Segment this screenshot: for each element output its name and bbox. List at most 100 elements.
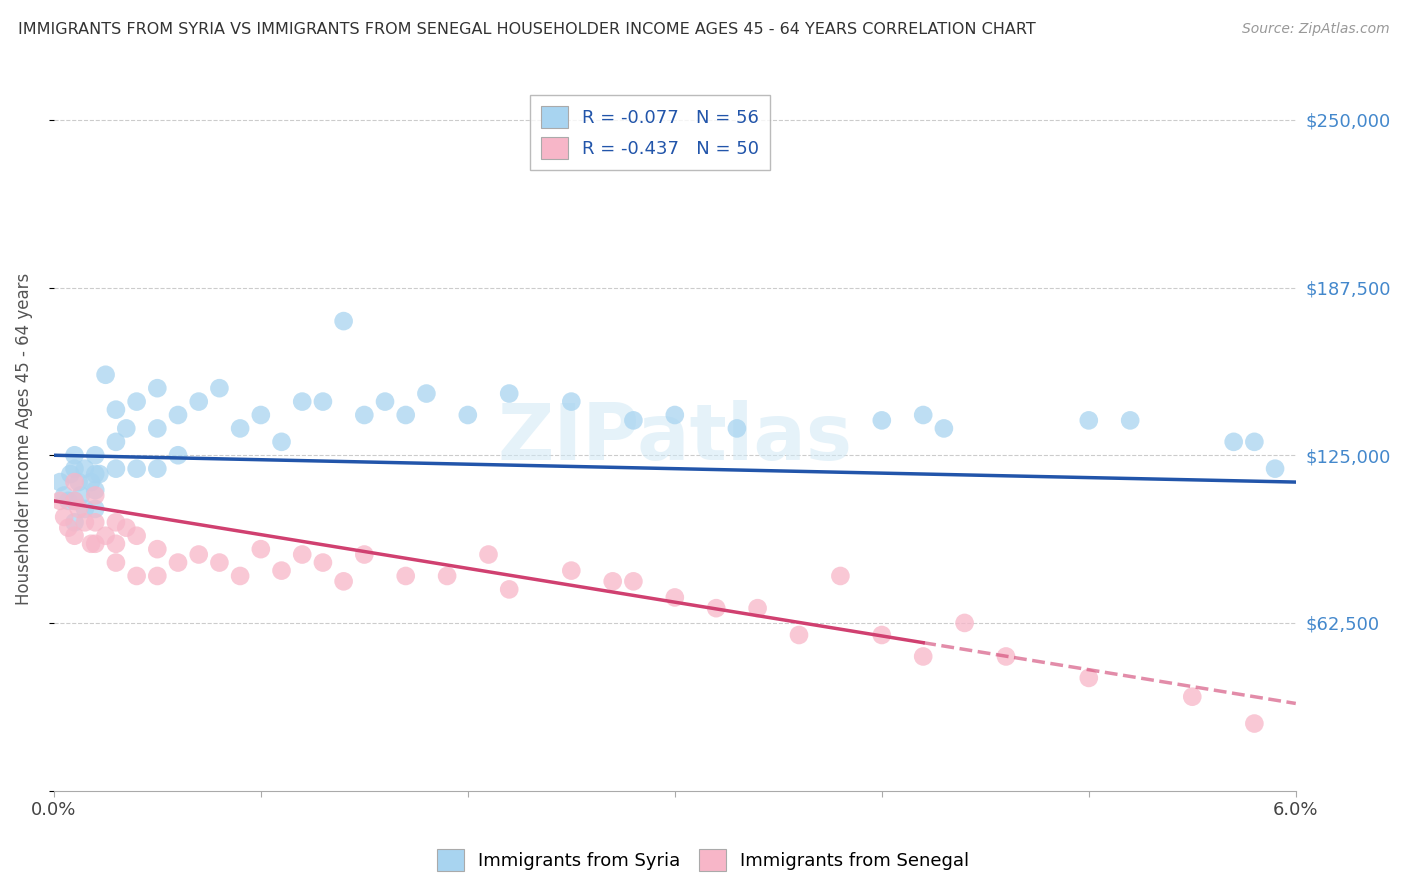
Point — [704, 601, 727, 615]
Point — [67, 502, 90, 516]
Point — [912, 649, 935, 664]
Point — [115, 421, 138, 435]
Point — [104, 461, 127, 475]
Point — [229, 421, 252, 435]
Point — [870, 628, 893, 642]
Point — [1077, 413, 1099, 427]
Point — [912, 408, 935, 422]
Point — [787, 628, 810, 642]
Point — [208, 381, 231, 395]
Point — [664, 408, 686, 422]
Point — [84, 488, 107, 502]
Point — [498, 386, 520, 401]
Point — [270, 434, 292, 449]
Point — [73, 516, 96, 530]
Point — [58, 521, 80, 535]
Point — [415, 386, 437, 401]
Point — [250, 408, 273, 422]
Point — [994, 649, 1017, 664]
Point — [1119, 413, 1142, 427]
Point — [63, 475, 86, 489]
Point — [1181, 690, 1204, 704]
Point — [80, 537, 103, 551]
Point — [830, 569, 852, 583]
Point — [67, 475, 90, 489]
Point — [725, 421, 748, 435]
Text: ZIPatlas: ZIPatlas — [498, 401, 852, 476]
Point — [63, 461, 86, 475]
Point — [353, 548, 375, 562]
Point — [94, 368, 117, 382]
Point — [63, 493, 86, 508]
Point — [270, 564, 292, 578]
Point — [953, 615, 976, 630]
Point — [291, 394, 314, 409]
Point — [312, 394, 335, 409]
Point — [208, 556, 231, 570]
Legend: R = -0.077   N = 56, R = -0.437   N = 50: R = -0.077 N = 56, R = -0.437 N = 50 — [530, 95, 770, 170]
Y-axis label: Householder Income Ages 45 - 64 years: Householder Income Ages 45 - 64 years — [15, 272, 32, 605]
Point — [477, 548, 499, 562]
Point — [84, 483, 107, 497]
Point — [104, 516, 127, 530]
Point — [73, 461, 96, 475]
Point — [932, 421, 955, 435]
Text: Source: ZipAtlas.com: Source: ZipAtlas.com — [1241, 22, 1389, 37]
Point — [84, 537, 107, 551]
Point — [560, 564, 582, 578]
Point — [84, 502, 107, 516]
Point — [58, 493, 80, 508]
Point — [395, 408, 418, 422]
Point — [229, 569, 252, 583]
Point — [1243, 716, 1265, 731]
Point — [664, 591, 686, 605]
Point — [146, 542, 169, 557]
Point — [80, 475, 103, 489]
Point — [69, 488, 91, 502]
Point — [167, 448, 190, 462]
Point — [94, 529, 117, 543]
Point — [291, 548, 314, 562]
Point — [167, 408, 190, 422]
Point — [63, 516, 86, 530]
Point — [73, 502, 96, 516]
Point — [104, 402, 127, 417]
Point — [374, 394, 396, 409]
Point — [167, 556, 190, 570]
Point — [146, 461, 169, 475]
Point — [187, 548, 209, 562]
Point — [125, 569, 148, 583]
Point — [53, 488, 76, 502]
Point — [1077, 671, 1099, 685]
Point — [353, 408, 375, 422]
Point — [1243, 434, 1265, 449]
Point — [125, 529, 148, 543]
Point — [395, 569, 418, 583]
Point — [870, 413, 893, 427]
Point — [146, 381, 169, 395]
Point — [623, 574, 645, 589]
Point — [115, 521, 138, 535]
Text: IMMIGRANTS FROM SYRIA VS IMMIGRANTS FROM SENEGAL HOUSEHOLDER INCOME AGES 45 - 64: IMMIGRANTS FROM SYRIA VS IMMIGRANTS FROM… — [18, 22, 1036, 37]
Point — [312, 556, 335, 570]
Point — [63, 493, 86, 508]
Point — [49, 475, 72, 489]
Point — [49, 493, 72, 508]
Point — [53, 510, 76, 524]
Point — [84, 516, 107, 530]
Point — [1264, 461, 1286, 475]
Point — [332, 314, 354, 328]
Point — [59, 467, 82, 481]
Point — [104, 556, 127, 570]
Point — [104, 537, 127, 551]
Point — [63, 529, 86, 543]
Point — [84, 467, 107, 481]
Point — [436, 569, 458, 583]
Point — [146, 569, 169, 583]
Point — [84, 448, 107, 462]
Point — [457, 408, 479, 422]
Point — [560, 394, 582, 409]
Point — [498, 582, 520, 597]
Point — [747, 601, 769, 615]
Legend: Immigrants from Syria, Immigrants from Senegal: Immigrants from Syria, Immigrants from S… — [430, 842, 976, 879]
